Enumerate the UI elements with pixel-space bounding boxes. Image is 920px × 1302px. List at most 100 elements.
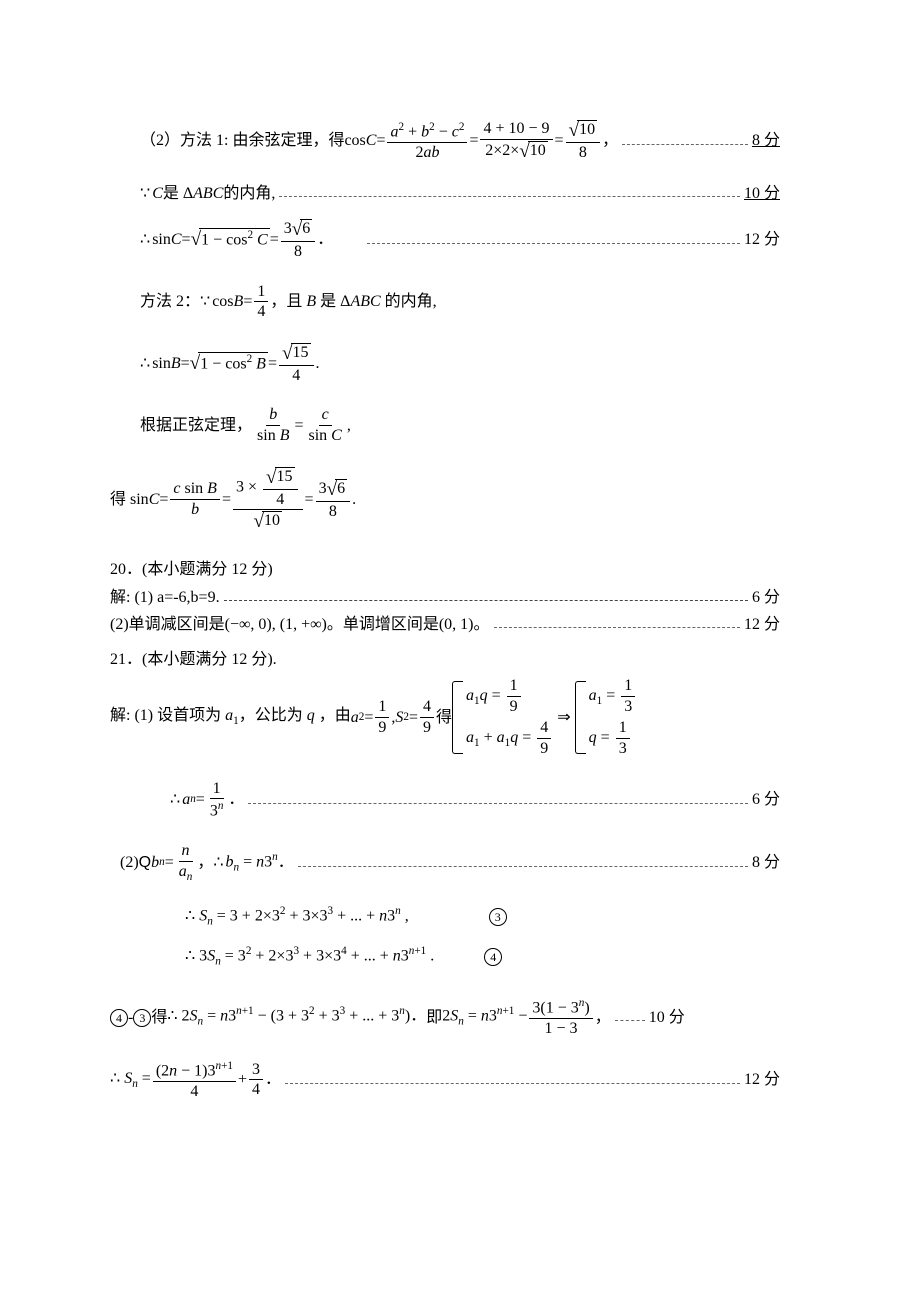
q21-header: 21．(本小题满分 12 分).: [110, 650, 780, 669]
frac-n-an: n an: [176, 842, 196, 883]
frac-final-1: (2n − 1)3n+1 4: [153, 1060, 236, 1101]
dash: [248, 796, 748, 804]
therefore-icon: [170, 790, 182, 809]
therefore-icon: [140, 354, 152, 373]
txt: 根据正弦定理，: [140, 416, 252, 435]
B: B: [171, 354, 181, 373]
dash: [622, 137, 748, 145]
therefore-icon: [140, 230, 152, 249]
dash: [367, 236, 740, 244]
q20-header: 20．(本小题满分 12 分): [110, 560, 780, 579]
frac-sqrt15-4: 15 4: [279, 343, 314, 385]
because-icon: [200, 292, 212, 311]
circled-3: 3: [489, 908, 507, 926]
txt2: ，且 B 是 ΔABC 的内角,: [270, 292, 436, 311]
q20-part2: (2)单调减区间是(−∞, 0), (1, +∞)。单调增区间是(0, 1)。 …: [110, 615, 780, 634]
text: （2）方法 1: 由余弦定理，得: [140, 131, 344, 150]
line-Sn-sum: ∴ Sn = 3 + 2×32 + 3×33 + ... + n3n , 3: [185, 905, 780, 929]
S2: S: [395, 708, 403, 727]
line-an-formula: an = 1 3n ． 6 分: [170, 780, 780, 821]
line-cosine-rule: （2）方法 1: 由余弦定理，得 cos C = a2 + b2 − c2 2a…: [140, 120, 780, 162]
lhs: ∴ Sn =: [110, 1069, 151, 1092]
circled-4: 4: [484, 948, 502, 966]
comma: ，: [602, 131, 618, 150]
frac-csinB-b: c sin B b: [170, 480, 220, 518]
eq: =: [294, 416, 303, 435]
score-12: 12 分: [744, 1070, 780, 1089]
frac-3sqrt6-8: 36 8: [281, 219, 316, 261]
eq2: =: [268, 354, 277, 373]
dash: [298, 859, 748, 867]
score-6: 6 分: [752, 588, 780, 607]
eq3: =: [305, 490, 314, 509]
frac-result: 10 8: [566, 120, 601, 162]
txt: 是 Δ: [163, 184, 193, 203]
txt: 21．(本小题满分 12 分).: [110, 650, 277, 669]
score-8: 8 分: [752, 853, 780, 872]
txt2: 的内角,: [223, 184, 275, 203]
therefore-icon: [213, 853, 225, 872]
a2: a: [351, 708, 359, 727]
frac-final-2: 3 4: [249, 1061, 263, 1099]
dash: [279, 189, 740, 197]
C: C: [149, 490, 160, 509]
q20-part1: 解: (1) a=-6,b=9. 6 分: [110, 588, 780, 607]
expr2: 2Sn = n3n+1 −: [442, 1005, 527, 1029]
dash: [615, 1013, 645, 1021]
eq: =: [159, 490, 168, 509]
frac-b-sinB: b sin B: [254, 406, 292, 444]
line-Sn-final: ∴ Sn = (2n − 1)3n+1 4 + 3 4 ． 12 分: [110, 1060, 780, 1101]
dot: .: [352, 490, 356, 509]
txt: (2)单调减区间是(−∞, 0), (1, +∞)。单调增区间是(0, 1)。: [110, 615, 490, 634]
line-method2-cosB: 方法 2： cos B = 1 4 ，且 B 是 ΔABC 的内角,: [140, 283, 780, 321]
eq2: =: [270, 230, 279, 249]
frac-nested: 3 × 15 4 10: [233, 467, 303, 533]
txt: 解: (1) 设首项为 a1，公比为 q ，由: [110, 706, 351, 729]
implies-icon: ⇒: [557, 708, 570, 727]
dot: ．: [265, 1070, 281, 1089]
eq2: =: [469, 131, 478, 150]
eq: =: [182, 230, 191, 249]
frac-abc: a2 + b2 − c2 2ab: [387, 121, 467, 162]
line-sinC-from-sinerule: 得 sin C = c sin B b = 3 × 15 4 10 = 36 8…: [110, 467, 780, 533]
C: C: [171, 230, 182, 249]
B: B: [234, 292, 244, 311]
comma: ,: [347, 416, 351, 435]
line-diff-2Sn: 4-3得 ∴ 2Sn = n3n+1 − (3 + 32 + 33 + ... …: [110, 997, 780, 1038]
txt: (2): [120, 853, 139, 872]
eq: =: [181, 354, 190, 373]
expr: ∴ 3Sn = 32 + 2×33 + 3×34 + ... + n3n+1 .: [185, 945, 434, 969]
de: 得: [436, 708, 452, 727]
line-sine-rule: 根据正弦定理， b sin B = c sin C ,: [140, 406, 780, 444]
frac-1-9: 19: [375, 698, 389, 736]
plus: +: [238, 1070, 247, 1089]
cos: cos: [344, 131, 365, 150]
txt: 方法 2：: [140, 292, 200, 311]
txt: 得 sin: [110, 490, 149, 509]
ji: 即: [426, 1008, 442, 1027]
frac-geo: 3(1 − 3n) 1 − 3: [529, 997, 592, 1038]
txt: 20．(本小题满分 12 分): [110, 560, 273, 579]
line-sinC-result: sin C = 1 − cos2 C = 36 8 ． 12 分: [140, 219, 780, 261]
sqrt-1-cos2B: 1 − cos2 B: [190, 352, 268, 375]
C: C: [152, 184, 163, 203]
dash: [285, 1076, 740, 1084]
eq2: =: [222, 490, 231, 509]
dash: [494, 620, 740, 628]
C: C: [366, 131, 377, 150]
score-8: 8 分: [752, 131, 780, 150]
sin: sin: [152, 354, 171, 373]
q21-part2-bn: (2) Q bn = n an ， bn = n3n ． 8 分: [120, 842, 780, 883]
eq3: =: [555, 131, 564, 150]
score-10: 10 分: [744, 184, 780, 203]
sin: sin: [152, 230, 171, 249]
frac-1-4: 1 4: [254, 283, 268, 321]
line-3Sn-sum: ∴ 3Sn = 32 + 2×33 + 3×34 + ... + n3n+1 .…: [185, 945, 780, 969]
frac-3sqrt6-8: 36 8: [316, 479, 351, 521]
ABC: ABC: [193, 184, 223, 203]
because-icon: [140, 184, 152, 203]
frac-4-9: 49: [420, 698, 434, 736]
frac-1-3n: 1 3n: [207, 780, 227, 821]
brace-system-2: a1 = 13 q = 13: [575, 677, 638, 757]
eq: =: [243, 292, 252, 311]
